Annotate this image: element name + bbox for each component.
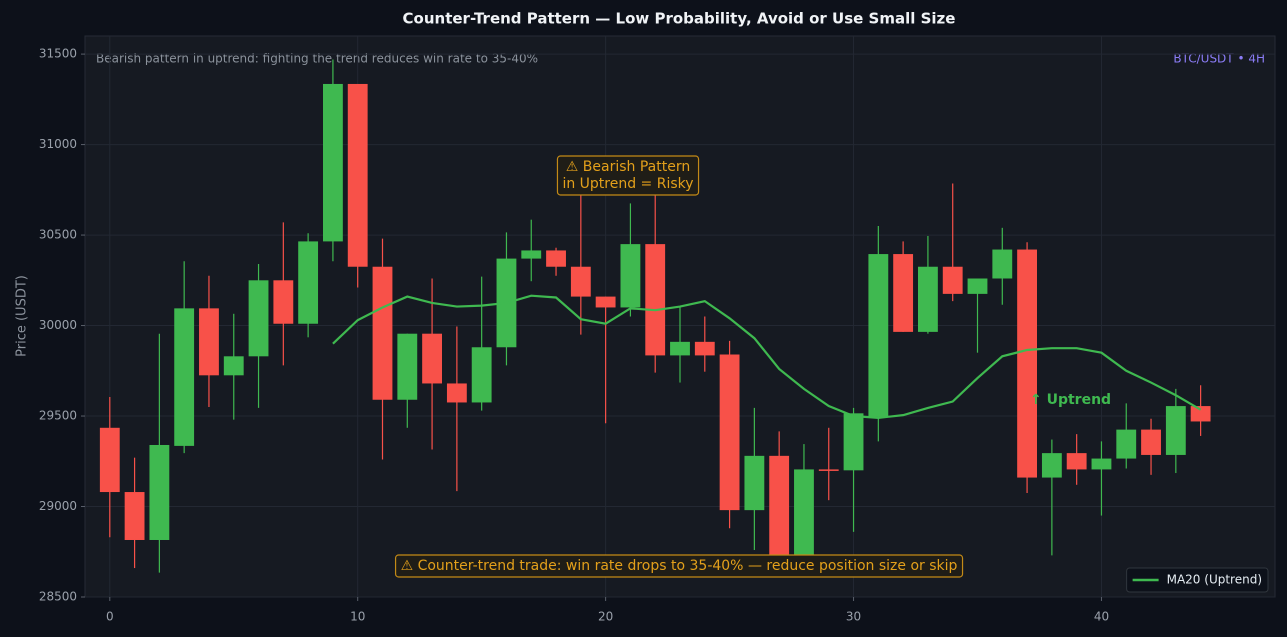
candle-body [694, 341, 715, 356]
candle-body [670, 341, 690, 356]
candle-body [397, 333, 418, 400]
candle-body [1066, 453, 1087, 470]
candle-body [918, 266, 938, 332]
x-tick-label: 30 [846, 610, 861, 624]
candle-body [248, 280, 269, 357]
y-axis-label: Price (USDT) [15, 275, 30, 357]
legend: MA20 (Uptrend) [1126, 567, 1269, 593]
annotation-box [394, 554, 964, 578]
candle-body [769, 455, 790, 560]
candle-body [645, 244, 666, 356]
candle-body [967, 278, 988, 294]
candle-body [1091, 458, 1112, 470]
candle-body [595, 296, 616, 308]
candle-body [99, 427, 120, 493]
candle-body [446, 383, 467, 403]
badge: BTC/USDT • 4H [1173, 52, 1265, 66]
candle-body [422, 333, 442, 384]
candle-body [347, 83, 368, 267]
annotation-box [556, 155, 700, 196]
annotation-text: ⚠ Counter-trend trade: win rate drops to… [401, 558, 958, 574]
candle-body [372, 266, 393, 400]
candle-body [521, 250, 542, 259]
candle-body [323, 83, 343, 242]
candle-body [298, 241, 319, 324]
legend-box [1126, 567, 1269, 593]
annotation-text: ⚠ Bearish Pattern [566, 159, 690, 175]
candle-body [794, 469, 814, 560]
subtitle: Bearish pattern in uptrend: fighting the… [96, 52, 538, 66]
candle-body [1041, 453, 1062, 478]
candle-body [843, 413, 864, 471]
candle-body [124, 492, 145, 540]
candle-body [893, 254, 914, 332]
candle-body [223, 356, 244, 376]
x-tick-label: 10 [350, 610, 365, 624]
candle-body [1190, 406, 1211, 422]
y-tick-label: 29000 [39, 499, 77, 513]
candle-body [199, 308, 219, 376]
chart-title: Counter-Trend Pattern — Low Probability,… [403, 10, 956, 28]
x-tick-label: 20 [598, 610, 613, 624]
y-tick-label: 30500 [39, 228, 77, 242]
annotation-text: ↑ Uptrend [1030, 392, 1111, 408]
legend-label: MA20 (Uptrend) [1167, 573, 1262, 587]
candle-body [868, 254, 889, 417]
candle-body [570, 266, 591, 297]
candle-body [174, 308, 195, 446]
y-tick-label: 31500 [39, 47, 77, 61]
candle-body [273, 280, 294, 324]
y-tick-label: 31000 [39, 137, 77, 151]
x-tick-label: 0 [106, 610, 114, 624]
y-tick-label: 29500 [39, 409, 77, 423]
y-tick-label: 28500 [39, 590, 77, 604]
candle-body [992, 249, 1013, 279]
candle-body [942, 266, 963, 294]
candle-body [1017, 249, 1037, 478]
x-tick-label: 40 [1094, 610, 1109, 624]
candle-body [744, 455, 765, 511]
candle-body [149, 444, 170, 540]
annotation: ↑ Uptrend [1030, 392, 1111, 408]
annotation-text: in Uptrend = Risky [562, 176, 693, 192]
candle-body [620, 244, 641, 308]
annotation: ⚠ Counter-trend trade: win rate drops to… [394, 554, 964, 578]
candle-body [1116, 429, 1137, 459]
candle-body [1165, 406, 1186, 455]
candle-body [1141, 429, 1161, 455]
ma-line [332, 294, 1202, 419]
candle-body [471, 347, 492, 403]
candle-body [546, 250, 566, 267]
y-tick-label: 30000 [39, 318, 77, 332]
candle-body [719, 354, 740, 511]
candle-body [818, 469, 839, 471]
